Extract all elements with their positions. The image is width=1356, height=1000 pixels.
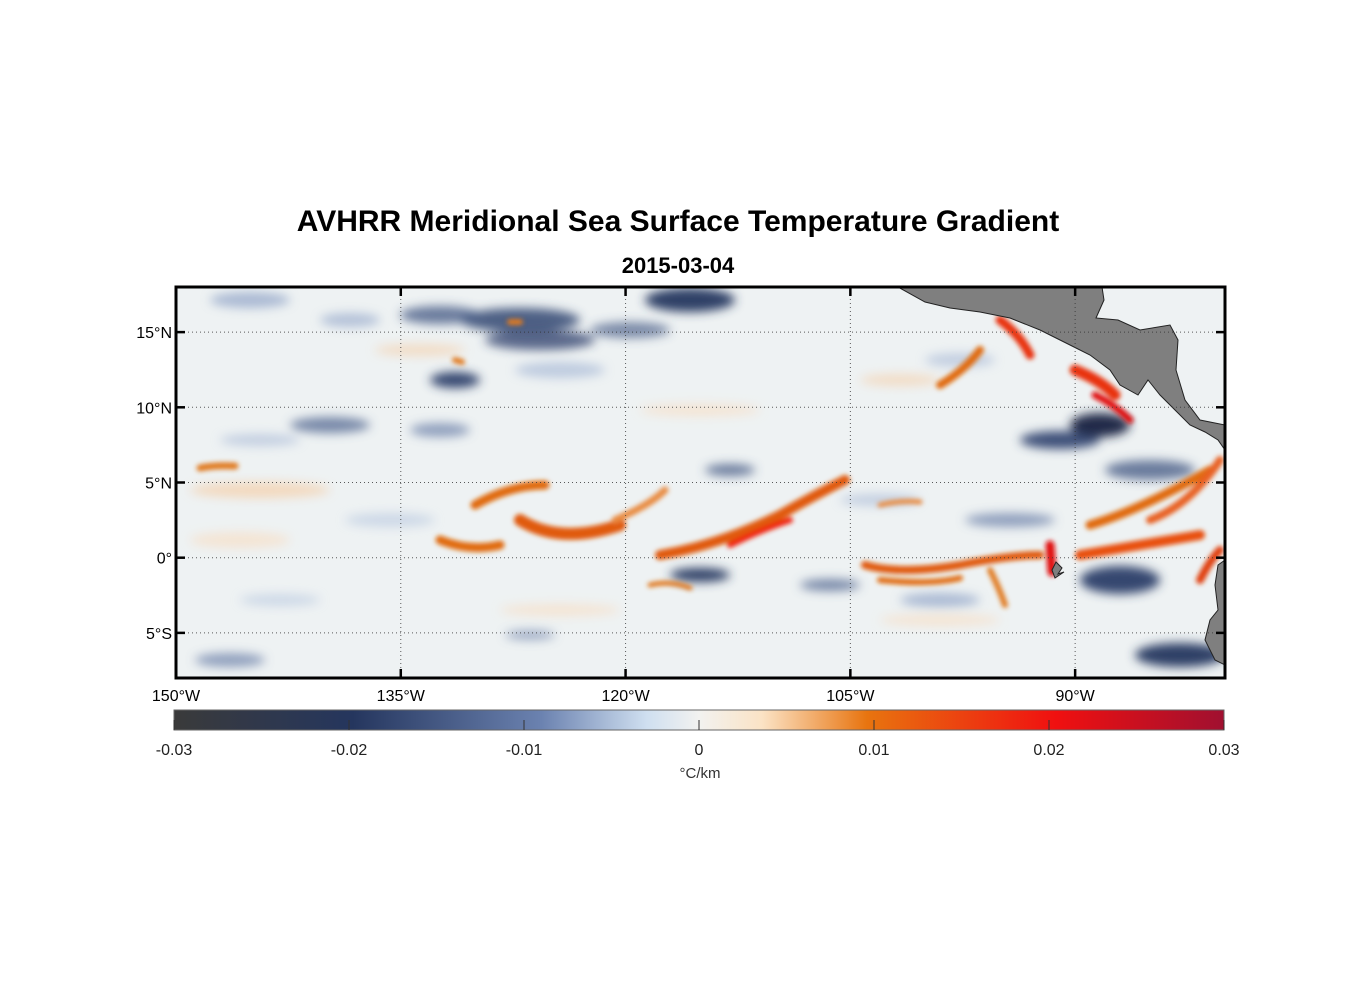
- colorbar-tick-label: -0.01: [506, 742, 543, 759]
- colorbar-unit-label: °C/km: [680, 765, 721, 782]
- colorbar-tick-label: -0.02: [331, 742, 368, 759]
- map-ticks: [174, 287, 1225, 678]
- map-grid: [176, 287, 1225, 678]
- land-south-america: [1204, 559, 1225, 666]
- colorbar-tick-label: 0.02: [1033, 742, 1064, 759]
- lat-tick-label: 5°S: [146, 626, 172, 643]
- lat-tick-label: 5°N: [145, 476, 172, 493]
- colorbar-ticks: -0.03 -0.02 -0.01 0 0.01 0.02 0.03: [156, 720, 1240, 759]
- lon-tick-label: 150°W: [152, 688, 201, 705]
- lon-tick-label: 90°W: [1055, 688, 1095, 705]
- negative-gradient-features: [195, 288, 1225, 667]
- lon-tick-label: 120°W: [601, 688, 650, 705]
- lat-tick-label: 15°N: [136, 325, 172, 342]
- lat-tick-label: 0°: [157, 551, 172, 568]
- land-central-america: [896, 287, 1225, 451]
- lat-tick-label: 10°N: [136, 400, 172, 417]
- map-title: AVHRR Meridional Sea Surface Temperature…: [296, 205, 1060, 238]
- colorbar-tick-label: -0.03: [156, 742, 193, 759]
- lon-tick-label: 135°W: [377, 688, 426, 705]
- colorbar-tick-label: 0.03: [1208, 742, 1239, 759]
- sst-gradient-field: [176, 287, 1225, 678]
- map-tick-labels: 150°W 135°W 120°W 105°W 90°W 15°N 10°N 5°N 0° 5°S: [136, 325, 1095, 705]
- weak-positive-features: [190, 344, 1000, 626]
- colorbar-tick-label: 0.01: [858, 742, 889, 759]
- land-galapagos: [1051, 561, 1065, 579]
- map-subtitle: 2015-03-04: [621, 253, 735, 278]
- lon-tick-label: 105°W: [826, 688, 875, 705]
- colorbar-tick-label: 0: [695, 742, 704, 759]
- positive-gradient-features: [196, 315, 1224, 608]
